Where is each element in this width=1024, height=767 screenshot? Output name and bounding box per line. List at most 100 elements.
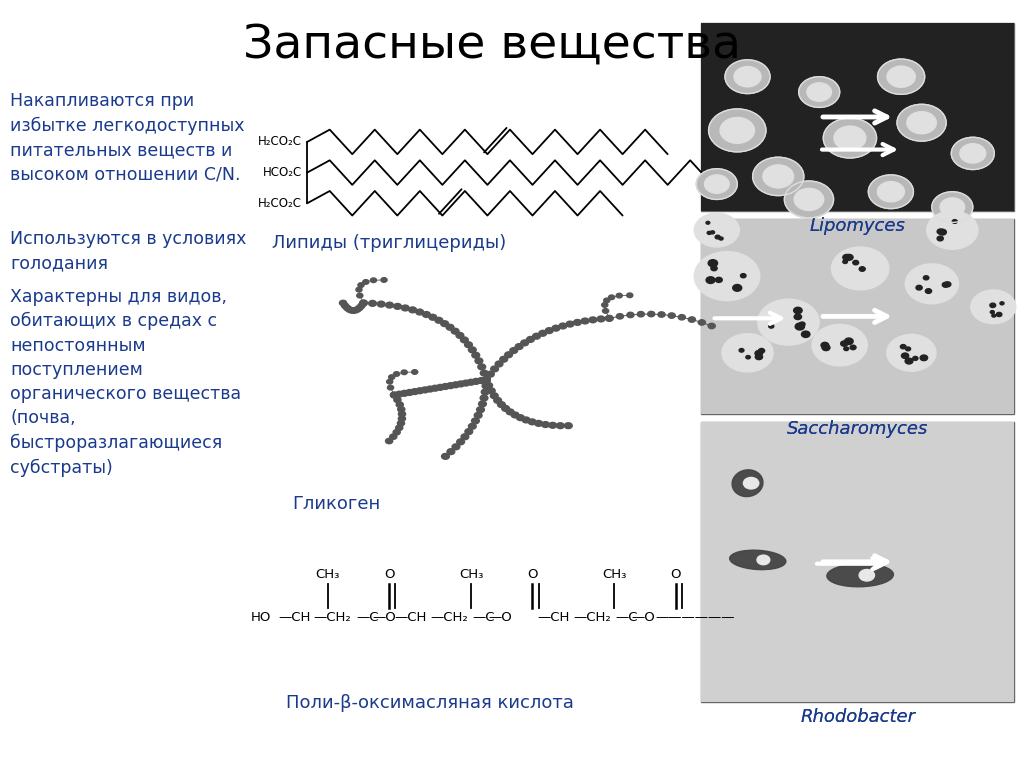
Circle shape xyxy=(706,222,710,224)
Circle shape xyxy=(472,352,479,358)
Circle shape xyxy=(465,429,473,434)
Circle shape xyxy=(753,157,804,196)
Circle shape xyxy=(905,358,913,364)
Circle shape xyxy=(482,377,490,383)
Circle shape xyxy=(901,353,908,358)
Circle shape xyxy=(795,189,823,210)
Circle shape xyxy=(794,308,802,314)
Circle shape xyxy=(905,264,958,304)
Circle shape xyxy=(705,175,729,193)
Circle shape xyxy=(990,303,995,308)
Circle shape xyxy=(506,409,514,415)
Circle shape xyxy=(358,283,365,288)
Circle shape xyxy=(900,344,906,349)
Circle shape xyxy=(602,303,608,308)
Circle shape xyxy=(356,305,362,311)
Text: H₂CO₂C: H₂CO₂C xyxy=(258,136,302,148)
Circle shape xyxy=(398,411,406,416)
Circle shape xyxy=(471,418,479,424)
Text: CH₃: CH₃ xyxy=(315,568,340,581)
Circle shape xyxy=(446,383,455,389)
Circle shape xyxy=(400,390,409,397)
Circle shape xyxy=(411,389,419,394)
Bar xyxy=(701,23,1014,211)
Circle shape xyxy=(952,219,957,223)
Circle shape xyxy=(475,358,482,364)
Circle shape xyxy=(390,434,397,439)
Circle shape xyxy=(356,288,362,292)
Bar xyxy=(701,422,1014,702)
Circle shape xyxy=(452,444,460,449)
Circle shape xyxy=(385,439,393,443)
Circle shape xyxy=(812,324,867,366)
Text: ——————: —————— xyxy=(655,611,735,624)
Circle shape xyxy=(482,383,489,389)
Circle shape xyxy=(878,182,904,202)
Circle shape xyxy=(341,303,348,308)
Circle shape xyxy=(360,301,367,305)
Circle shape xyxy=(719,237,723,240)
Circle shape xyxy=(515,344,523,350)
Ellipse shape xyxy=(730,550,785,570)
Circle shape xyxy=(711,231,715,234)
Circle shape xyxy=(757,555,770,565)
Circle shape xyxy=(528,419,536,425)
Text: —C: —C xyxy=(472,611,495,624)
Circle shape xyxy=(637,311,644,317)
Circle shape xyxy=(467,380,475,385)
Circle shape xyxy=(927,211,978,249)
Bar xyxy=(701,422,1014,702)
Text: Используются в условиях
голодания: Используются в условиях голодания xyxy=(10,230,247,272)
Circle shape xyxy=(604,298,610,303)
Text: Rhodobacter: Rhodobacter xyxy=(800,708,915,726)
Circle shape xyxy=(942,282,949,287)
Circle shape xyxy=(490,366,499,372)
Circle shape xyxy=(474,413,482,418)
Circle shape xyxy=(461,337,468,343)
Circle shape xyxy=(720,117,755,143)
Circle shape xyxy=(426,386,434,392)
Circle shape xyxy=(526,337,535,342)
Circle shape xyxy=(461,434,469,439)
Circle shape xyxy=(546,328,553,334)
Text: O: O xyxy=(527,568,538,581)
Circle shape xyxy=(845,255,853,260)
Circle shape xyxy=(606,316,612,321)
Text: CH₃: CH₃ xyxy=(459,568,483,581)
Circle shape xyxy=(394,397,401,403)
Circle shape xyxy=(784,181,834,218)
Circle shape xyxy=(486,371,495,377)
Text: —CH₂: —CH₂ xyxy=(430,611,468,624)
Circle shape xyxy=(532,334,541,339)
Circle shape xyxy=(416,309,424,315)
Circle shape xyxy=(356,293,362,298)
Circle shape xyxy=(502,406,510,411)
Circle shape xyxy=(429,314,436,320)
Circle shape xyxy=(802,331,810,337)
Circle shape xyxy=(606,316,612,321)
Circle shape xyxy=(511,412,519,418)
Circle shape xyxy=(452,328,459,334)
Text: CH₃: CH₃ xyxy=(602,568,627,581)
Circle shape xyxy=(441,453,450,459)
Text: Lipomyces: Lipomyces xyxy=(810,217,905,235)
Circle shape xyxy=(707,277,715,284)
Circle shape xyxy=(698,320,706,325)
Circle shape xyxy=(490,393,498,399)
Circle shape xyxy=(477,377,485,384)
Circle shape xyxy=(559,323,566,329)
Circle shape xyxy=(709,324,715,329)
Text: Saccharomyces: Saccharomyces xyxy=(786,420,929,438)
Circle shape xyxy=(343,305,350,311)
Circle shape xyxy=(647,311,654,317)
Circle shape xyxy=(823,118,877,158)
Text: Saccharomyces: Saccharomyces xyxy=(786,420,929,438)
Bar xyxy=(701,219,1014,414)
Circle shape xyxy=(395,425,402,430)
Circle shape xyxy=(657,312,665,318)
Circle shape xyxy=(905,347,910,351)
Circle shape xyxy=(387,385,393,390)
Text: Гликоген: Гликоген xyxy=(292,495,380,512)
Circle shape xyxy=(916,285,923,290)
Circle shape xyxy=(390,392,398,398)
